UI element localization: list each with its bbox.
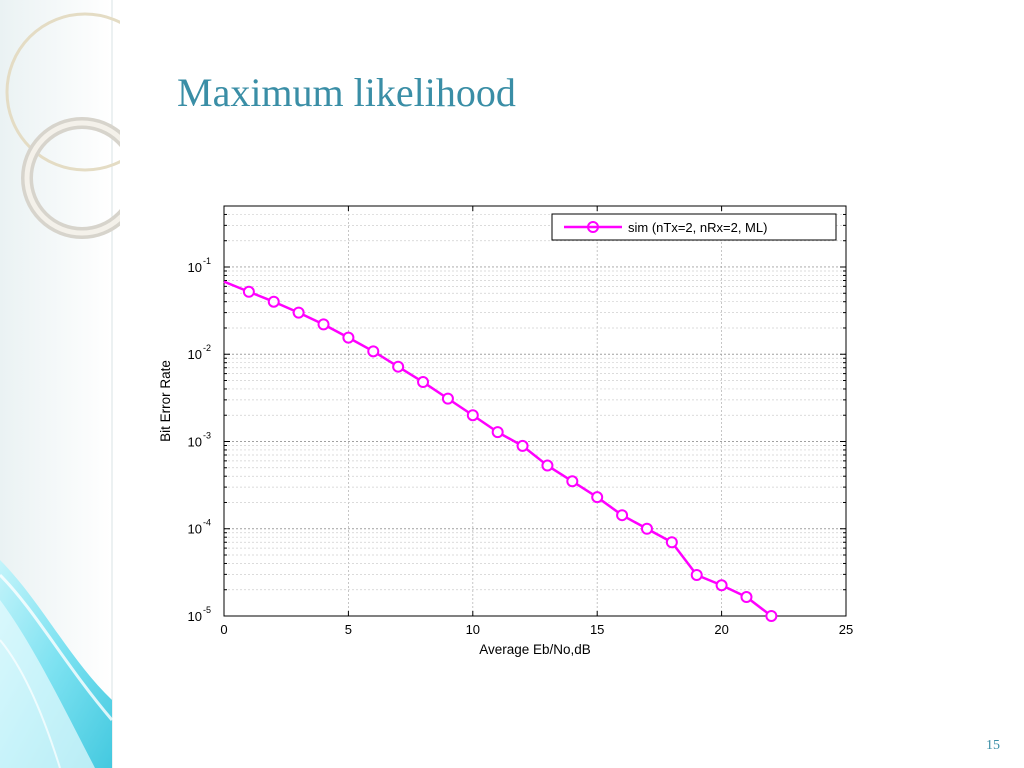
data-point [566,475,579,488]
legend-marker [587,221,599,233]
slide-title: Maximum likelihood [177,70,516,115]
x-tick-label: 25 [839,622,853,637]
ber-chart: 0 5 10 15 20 25 10-110-210-310-410-5 sim (nTx… [158,205,853,657]
y-tick-label: 10 [188,434,202,449]
data-point [292,306,305,319]
y-axis-label: Bit Error Rate [158,360,173,442]
data-point [665,536,678,549]
x-tick-label: 5 [345,622,352,637]
data-point [367,345,380,358]
data-point [740,591,753,604]
data-point [267,295,280,308]
data-point [516,439,529,452]
data-point [491,426,504,439]
x-tick-label: 15 [590,622,604,637]
y-tick-label: 10 [188,347,202,362]
data-point [317,318,330,331]
data-point [392,360,405,373]
data-point [715,579,728,592]
y-tick-labels: 10-110-210-310-410-5 [188,256,211,624]
x-tick-label: 20 [714,622,728,637]
y-tick-label: 10 [188,609,202,624]
y-tick-exponent: -1 [203,256,211,266]
data-point [466,409,479,422]
x-tick-labels: 0 5 10 15 20 25 [220,622,853,637]
legend: sim (nTx=2, nRx=2, ML) [551,213,837,241]
data-point [616,509,629,522]
y-tick-exponent: -2 [203,343,211,353]
grid-lines [224,206,846,616]
legend-box [551,213,837,241]
x-tick-label: 0 [220,622,227,637]
slide-decoration [0,0,120,768]
series-layer [223,280,778,622]
page-number: 15 [986,738,1000,753]
series-line [223,280,773,617]
y-tick-label: 10 [188,260,202,275]
x-tick-label: 10 [466,622,480,637]
data-point [765,610,778,622]
x-axis-label: Average Eb/No,dB [479,642,591,657]
y-tick-exponent: -3 [203,430,211,440]
y-tick-label: 10 [188,522,202,537]
y-tick-exponent: -4 [203,518,211,528]
data-point [541,459,554,472]
data-point [342,331,355,344]
data-point [441,392,454,405]
legend-entry: sim (nTx=2, nRx=2, ML) [628,220,767,235]
axis-ticks [223,205,847,617]
data-point [640,522,653,535]
data-point [417,376,430,389]
plot-frame [223,205,847,617]
data-point [591,491,604,504]
data-point [690,569,703,582]
data-point [242,285,255,298]
y-tick-exponent: -5 [203,605,211,615]
